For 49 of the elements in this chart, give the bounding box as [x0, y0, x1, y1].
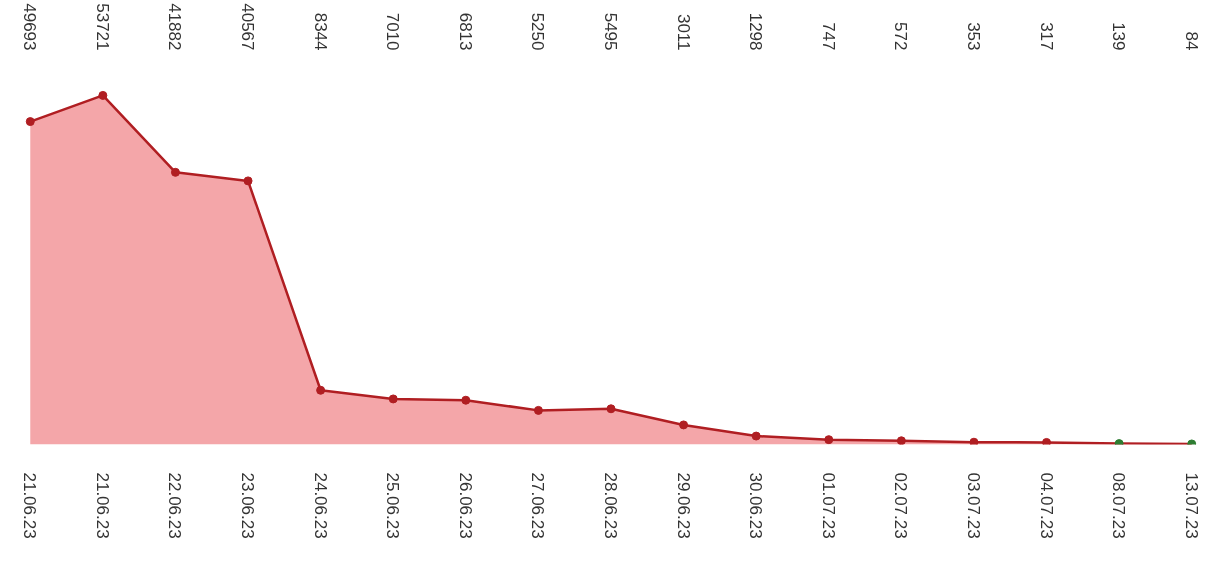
data-label: 6813	[455, 12, 475, 51]
point	[533, 405, 543, 415]
point	[896, 436, 906, 445]
point	[751, 431, 761, 441]
data-label: 41882	[165, 3, 185, 51]
x-tick-label: 08.07.23	[1109, 472, 1129, 539]
point	[98, 90, 108, 100]
data-label: 3011	[673, 13, 693, 51]
point	[388, 394, 398, 404]
point	[170, 167, 180, 177]
point	[969, 437, 979, 445]
point	[243, 176, 253, 186]
data-label: 747	[818, 22, 838, 51]
x-tick-label: 21.06.23	[20, 472, 40, 539]
x-tick-label: 24.06.23	[310, 472, 330, 539]
point	[1042, 437, 1052, 445]
point	[606, 404, 616, 414]
x-tick-label: 03.07.23	[963, 472, 983, 539]
x-tick-label: 28.06.23	[601, 472, 620, 539]
point	[25, 117, 35, 127]
x-tick-label: 01.07.23	[818, 472, 838, 539]
data-label: 8344	[310, 12, 330, 51]
x-tick-label: 29.06.23	[673, 472, 693, 539]
x-tick-label: 25.06.23	[383, 472, 403, 539]
point	[824, 435, 834, 445]
data-label: 139	[1109, 22, 1129, 51]
data-label: 1298	[746, 12, 766, 51]
data-label: 84	[1181, 31, 1201, 51]
data-label: 40567	[238, 3, 258, 51]
x-tick-label: 27.06.23	[528, 472, 548, 539]
x-tick-label: 02.07.23	[891, 472, 911, 539]
x-tick-label: 23.06.23	[238, 472, 258, 539]
data-label: 53721	[92, 3, 112, 51]
data-label: 49693	[20, 3, 40, 51]
x-tick-label: 21.06.23	[92, 472, 112, 539]
point	[316, 385, 326, 395]
x-tick-label: 26.06.23	[455, 472, 475, 539]
x-tick-label: 13.07.23	[1181, 472, 1201, 539]
point	[461, 395, 471, 405]
point	[679, 420, 689, 430]
data-label: 5250	[528, 12, 548, 51]
x-tick-label: 04.07.23	[1036, 472, 1056, 539]
data-label: 572	[891, 22, 911, 51]
x-tick-label: 30.06.23	[746, 472, 766, 539]
data-label: 317	[1036, 22, 1056, 51]
data-label: 5495	[601, 12, 620, 51]
x-tick-label: 22.06.23	[165, 472, 185, 539]
data-label: 7010	[383, 12, 403, 51]
data-label: 353	[963, 22, 983, 51]
